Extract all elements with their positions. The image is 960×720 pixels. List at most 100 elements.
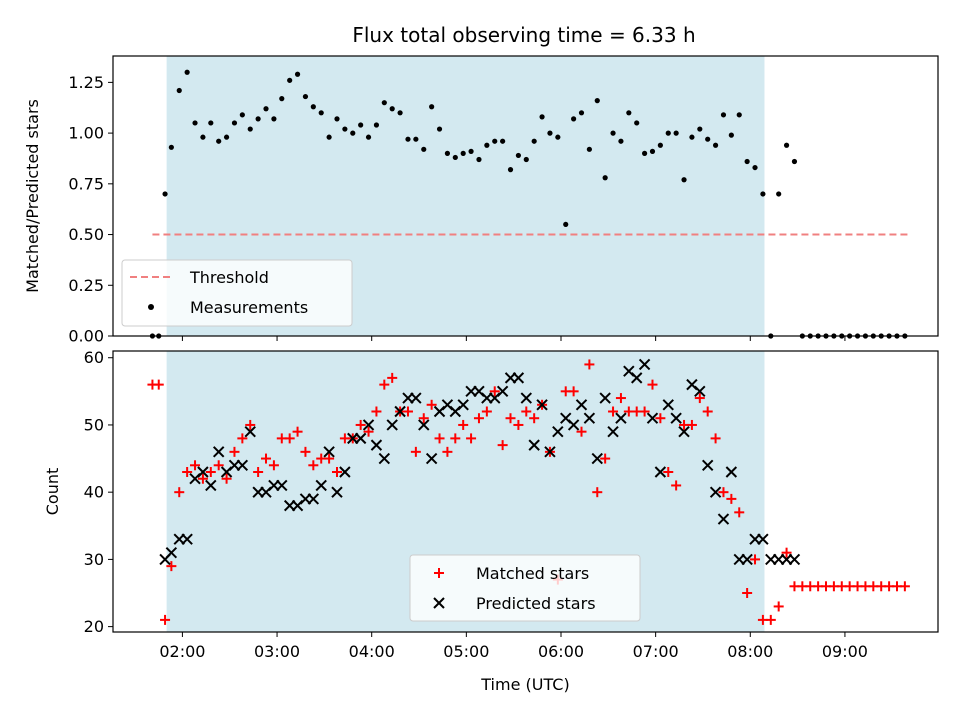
predicted-star-point — [599, 392, 611, 404]
cross-b — [575, 399, 588, 411]
cross-b — [512, 372, 525, 384]
cross-b — [378, 452, 391, 465]
matched-star-point — [615, 393, 626, 404]
measurement-point — [665, 130, 671, 136]
cross-b — [165, 546, 178, 559]
matched-star-point — [521, 406, 532, 417]
cross-b — [441, 399, 454, 411]
predicted-star-point — [457, 399, 469, 411]
cross-b — [394, 405, 406, 418]
predicted-star-point — [276, 479, 288, 492]
matched-star-point — [245, 419, 256, 430]
measurement-point — [460, 150, 466, 156]
predicted-star-point — [591, 452, 603, 465]
matched-star-point — [750, 554, 761, 565]
cross-b — [567, 419, 580, 431]
measurement-point — [752, 164, 758, 171]
measurement-point — [523, 156, 529, 163]
cross-b — [631, 372, 643, 384]
y-tick-label: 0.00 — [68, 327, 104, 346]
matched-star-point — [418, 413, 429, 424]
matched-star-point — [221, 473, 232, 484]
predicted-star-point — [165, 546, 178, 559]
matched-star-point — [899, 581, 910, 592]
predicted-star-point — [670, 412, 682, 424]
measurement-point — [712, 142, 719, 148]
matched-star-point — [489, 386, 500, 397]
measurement-point — [184, 69, 190, 75]
measurement-point — [720, 112, 727, 118]
matched-star-point — [497, 440, 508, 451]
predicted-star-point — [646, 412, 659, 424]
matched-star-point — [592, 487, 603, 498]
measurement-point — [326, 134, 332, 140]
measurement-point — [681, 177, 687, 183]
cross-b — [236, 459, 249, 471]
cross-b — [362, 419, 375, 431]
cross-b — [583, 412, 596, 424]
measurement-point — [657, 142, 663, 148]
matched-star-point — [458, 419, 469, 430]
x-tick-label: 07:00 — [633, 642, 679, 661]
top-axes-frame — [112, 55, 939, 337]
matched-star-point — [726, 493, 737, 504]
predicted-star-point — [583, 412, 596, 424]
matched-star-point — [584, 359, 595, 370]
cross-b — [418, 419, 430, 431]
predicted-star-point — [725, 466, 738, 478]
cross-b — [615, 412, 627, 424]
predicted-star-point — [394, 405, 406, 418]
measurement-point — [302, 93, 309, 100]
matched-star-point — [160, 614, 171, 625]
predicted-star-point — [496, 385, 509, 398]
matched-star-point — [253, 467, 264, 478]
measurement-point — [571, 116, 577, 122]
measurement-point — [484, 142, 490, 148]
matched-star-point — [434, 433, 445, 444]
measurement-point — [626, 110, 632, 116]
matched-star-point — [529, 413, 540, 424]
cross-b — [181, 533, 193, 545]
cross-b — [433, 597, 445, 609]
matched-star-point — [331, 467, 342, 478]
measurement-point — [310, 104, 316, 110]
measurement-point — [279, 96, 285, 102]
predicted-star-point — [741, 553, 753, 566]
matched-star-point — [608, 406, 619, 417]
x-tick-label: 05:00 — [443, 642, 489, 661]
measurement-point — [594, 98, 600, 104]
top-panel: Flux total observing time = 6.33 h 0.000… — [23, 23, 939, 346]
cross-b — [354, 432, 367, 445]
y-tick-label: 60 — [84, 348, 104, 367]
cross-b — [788, 553, 801, 566]
measurement-point — [776, 191, 782, 197]
predicted-star-point — [307, 493, 320, 505]
predicted-star-point — [575, 399, 588, 411]
cross-b — [646, 412, 659, 424]
legend-predicted-swatch — [433, 597, 445, 609]
matched-star-point — [174, 487, 185, 498]
cross-b — [694, 385, 706, 398]
measurement-point — [547, 130, 553, 136]
bottom-panel: 20 30 40 50 60 02:00 03:00 04:00 05:00 06:00 07:00… — [43, 348, 939, 694]
count-points — [147, 358, 910, 625]
predicted-star-point — [370, 439, 383, 451]
measurement-point — [271, 116, 277, 122]
matched-star-point — [379, 379, 390, 390]
measurement-point — [760, 191, 766, 197]
cross-b — [205, 479, 217, 492]
y-tick-label: 0.25 — [68, 276, 104, 295]
measurement-point — [287, 77, 293, 83]
cross-b — [370, 439, 383, 451]
matched-star-point — [600, 453, 611, 464]
matched-star-point — [371, 406, 382, 417]
measurement-point — [192, 120, 198, 126]
matched-star-point — [671, 480, 682, 491]
cross-b — [315, 479, 327, 492]
bottom-axes-frame — [112, 350, 939, 633]
measurement-point — [342, 126, 348, 132]
measurement-point — [468, 148, 474, 154]
matched-star-point — [466, 433, 477, 444]
matched-star-point — [773, 601, 784, 612]
